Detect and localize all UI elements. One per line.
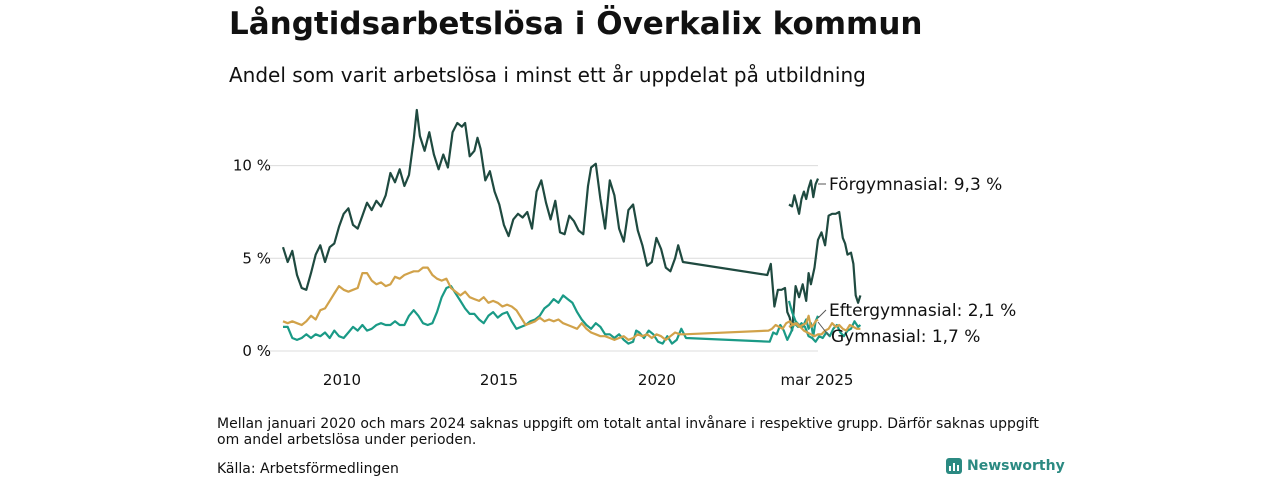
y-axis-ticks: 0 % 5 % 10 % [233,157,271,360]
end-label-2: Gymnasial: 1,7 % [831,327,980,347]
y-tick-label-0: 0 % [242,342,271,360]
newsworthy-logo-icon [946,458,962,474]
grid-lines [268,165,818,352]
y-tick-label-2: 10 % [233,157,271,175]
series-0-segment-0 [281,108,862,332]
y-tick-label-1: 5 % [242,249,271,267]
x-tick-label-1: 2015 [480,371,518,389]
chart-title: Långtidsarbetslösa i Överkalix kommun [229,6,923,42]
x-tick-label-0: 2010 [323,371,361,389]
end-label-0: Förgymnasial: 9,3 % [829,175,1002,195]
series-2-segment-1 [788,314,819,328]
brand-logo[interactable]: Newsworthy [946,458,1065,474]
end-labels: Förgymnasial: 9,3 % Eftergymnasial: 2,1 %… [817,175,1016,347]
x-axis-ticks: 2010 2015 2020 mar 2025 [323,371,854,389]
end-label-1: Eftergymnasial: 2,1 % [829,301,1016,321]
end-label-leader-1 [817,309,827,319]
x-tick-label-3: mar 2025 [781,371,854,389]
chart-subtitle: Andel som varit arbetslösa i minst ett å… [229,63,866,87]
series-1-segment-1 [787,300,820,338]
series-0-segment-1 [788,178,820,215]
series-lines [281,108,862,345]
brand-name: Newsworthy [967,458,1065,474]
end-label-leader-2 [817,321,830,337]
source-text: Källa: Arbetsförmedlingen [217,461,399,477]
footnote: Mellan januari 2020 och mars 2024 saknas… [217,416,1039,448]
x-tick-label-2: 2020 [638,371,676,389]
